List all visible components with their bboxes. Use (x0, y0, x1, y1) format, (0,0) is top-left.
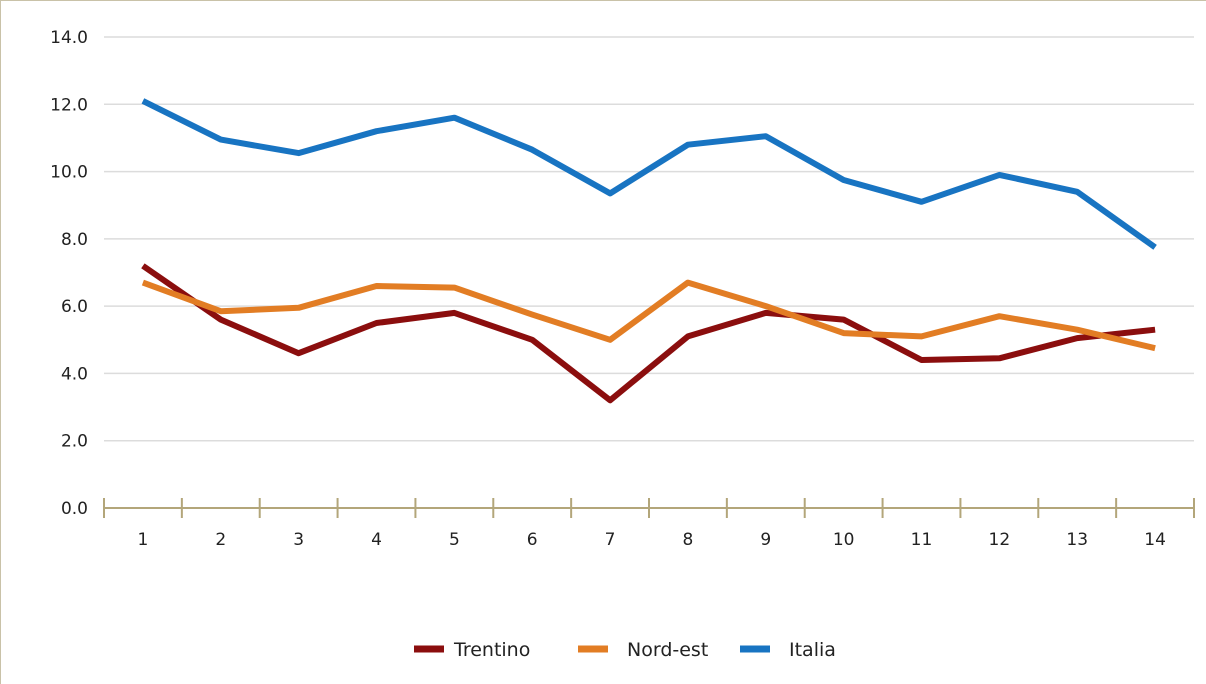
x-tick-label: 1 (138, 530, 149, 550)
series-lines (141, 98, 1157, 404)
x-tick-label: 4 (371, 530, 382, 550)
y-tick-label: 0.0 (61, 499, 88, 519)
series-line-italia (141, 98, 1157, 250)
x-tick-label: 13 (1066, 530, 1088, 550)
y-tick-label: 10.0 (50, 163, 88, 183)
y-tick-label: 8.0 (61, 230, 88, 250)
x-tick-label: 10 (833, 530, 855, 550)
y-tick-label: 12.0 (50, 95, 88, 115)
x-tick-label: 6 (527, 530, 538, 550)
x-tick-label: 8 (683, 530, 694, 550)
x-tick-label: 5 (449, 530, 460, 550)
legend: Trentino Nord-est Italia (414, 639, 836, 661)
x-tick-label: 14 (1144, 530, 1166, 550)
x-tick-label: 12 (989, 530, 1011, 550)
series-line-nord-est (141, 279, 1156, 352)
legend-label-italia: Italia (789, 639, 836, 661)
x-tick-label: 11 (911, 530, 933, 550)
x-axis (103, 498, 1195, 518)
legend-label-nord-est: Nord-est (627, 639, 708, 661)
x-tick-label: 9 (760, 530, 771, 550)
x-tick-label: 7 (605, 530, 616, 550)
gridlines (104, 36, 1194, 442)
x-tick-label: 3 (293, 530, 304, 550)
x-axis-tick-labels: 1 2 3 4 5 6 7 8 9 10 11 12 13 14 (138, 530, 1166, 550)
y-tick-label: 4.0 (61, 364, 88, 384)
y-axis-tick-labels: 0.0 2.0 4.0 6.0 8.0 10.0 12.0 14.0 (50, 28, 88, 519)
legend-label-trentino: Trentino (453, 639, 530, 661)
series-line-trentino (141, 263, 1156, 404)
y-tick-label: 2.0 (61, 432, 88, 452)
x-tick-label: 2 (215, 530, 226, 550)
y-tick-label: 14.0 (50, 28, 88, 48)
y-tick-label: 6.0 (61, 297, 88, 317)
